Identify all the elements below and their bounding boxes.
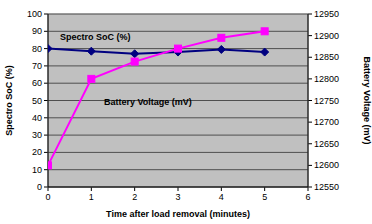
marker <box>217 45 225 53</box>
y2-tick-label: 12700 <box>314 117 339 127</box>
y-tick <box>44 14 48 15</box>
x-tick <box>308 187 309 191</box>
y-tick-label: 70 <box>32 61 42 71</box>
y-tick <box>44 117 48 118</box>
y2-tick <box>308 78 312 79</box>
y-tick-label: 90 <box>32 26 42 36</box>
y-tick-label: 50 <box>32 96 42 106</box>
x-tick <box>178 187 179 191</box>
y-axis-title: Spectro SoC (%) <box>4 65 14 136</box>
y2-axis-title: Battery Voltage (mV) <box>362 57 372 145</box>
y-tick <box>44 187 48 188</box>
x-tick-label: 1 <box>89 192 94 202</box>
x-axis <box>48 187 308 188</box>
y-tick <box>44 48 48 49</box>
marker <box>218 34 225 41</box>
y2-tick <box>308 14 312 15</box>
x-tick <box>264 187 265 191</box>
y-tick-label: 40 <box>32 113 42 123</box>
y-tick-label: 100 <box>27 9 42 19</box>
y-tick-label: 0 <box>37 182 42 192</box>
marker <box>261 48 269 56</box>
y2-tick <box>308 35 312 36</box>
y-tick-label: 80 <box>32 44 42 54</box>
grid-line <box>48 169 308 170</box>
grid-line <box>48 65 308 66</box>
grid-line <box>48 117 308 118</box>
marker <box>131 50 139 58</box>
marker <box>131 58 138 65</box>
y-tick-label: 10 <box>32 165 42 175</box>
y-axis <box>48 14 49 187</box>
marker <box>48 45 52 53</box>
y2-tick <box>308 57 312 58</box>
x-axis-title: Time after load removal (minutes) <box>106 209 250 219</box>
plot-area <box>48 14 308 187</box>
series-label: Battery Voltage (mV) <box>104 97 192 107</box>
y-tick-label: 20 <box>32 147 42 157</box>
y2-axis <box>308 14 309 187</box>
grid-line <box>48 135 308 136</box>
y2-tick-label: 12550 <box>314 182 339 192</box>
plot-frame <box>48 14 308 187</box>
y2-tick <box>308 122 312 123</box>
grid-line <box>48 187 308 188</box>
y2-tick-label: 12600 <box>314 160 339 170</box>
series-group <box>48 28 269 169</box>
series-label: Spectro SoC (%) <box>60 32 131 42</box>
x-tick-label: 0 <box>45 192 50 202</box>
x-tick-label: 4 <box>219 192 224 202</box>
y-tick <box>44 83 48 84</box>
y-tick-label: 30 <box>32 130 42 140</box>
marker <box>88 75 95 82</box>
y-tick <box>44 31 48 32</box>
y2-tick <box>308 100 312 101</box>
marker <box>48 162 52 169</box>
y-tick <box>44 65 48 66</box>
y2-tick <box>308 187 312 188</box>
y-tick-label: 60 <box>32 78 42 88</box>
y2-tick-label: 12800 <box>314 74 339 84</box>
grid-line <box>48 152 308 153</box>
x-tick <box>134 187 135 191</box>
series-line <box>48 31 265 165</box>
grid-line <box>48 83 308 84</box>
y-tick <box>44 169 48 170</box>
x-tick-label: 5 <box>262 192 267 202</box>
x-tick <box>221 187 222 191</box>
y2-tick-label: 12750 <box>314 96 339 106</box>
chart: 0102030405060708090100125501260012650127… <box>0 0 372 224</box>
y2-tick-label: 12900 <box>314 31 339 41</box>
x-tick <box>91 187 92 191</box>
x-tick-label: 3 <box>175 192 180 202</box>
y2-tick <box>308 143 312 144</box>
y2-tick-label: 12850 <box>314 52 339 62</box>
y2-tick-label: 12950 <box>314 9 339 19</box>
marker <box>175 45 182 52</box>
x-tick-label: 2 <box>132 192 137 202</box>
series-line <box>48 49 265 54</box>
y-tick <box>44 135 48 136</box>
y-tick <box>44 152 48 153</box>
y2-tick-label: 12650 <box>314 139 339 149</box>
marker <box>87 47 95 55</box>
x-tick <box>48 187 49 191</box>
y2-tick <box>308 165 312 166</box>
x-tick-label: 6 <box>305 192 310 202</box>
marker <box>261 28 268 35</box>
y-tick <box>44 100 48 101</box>
